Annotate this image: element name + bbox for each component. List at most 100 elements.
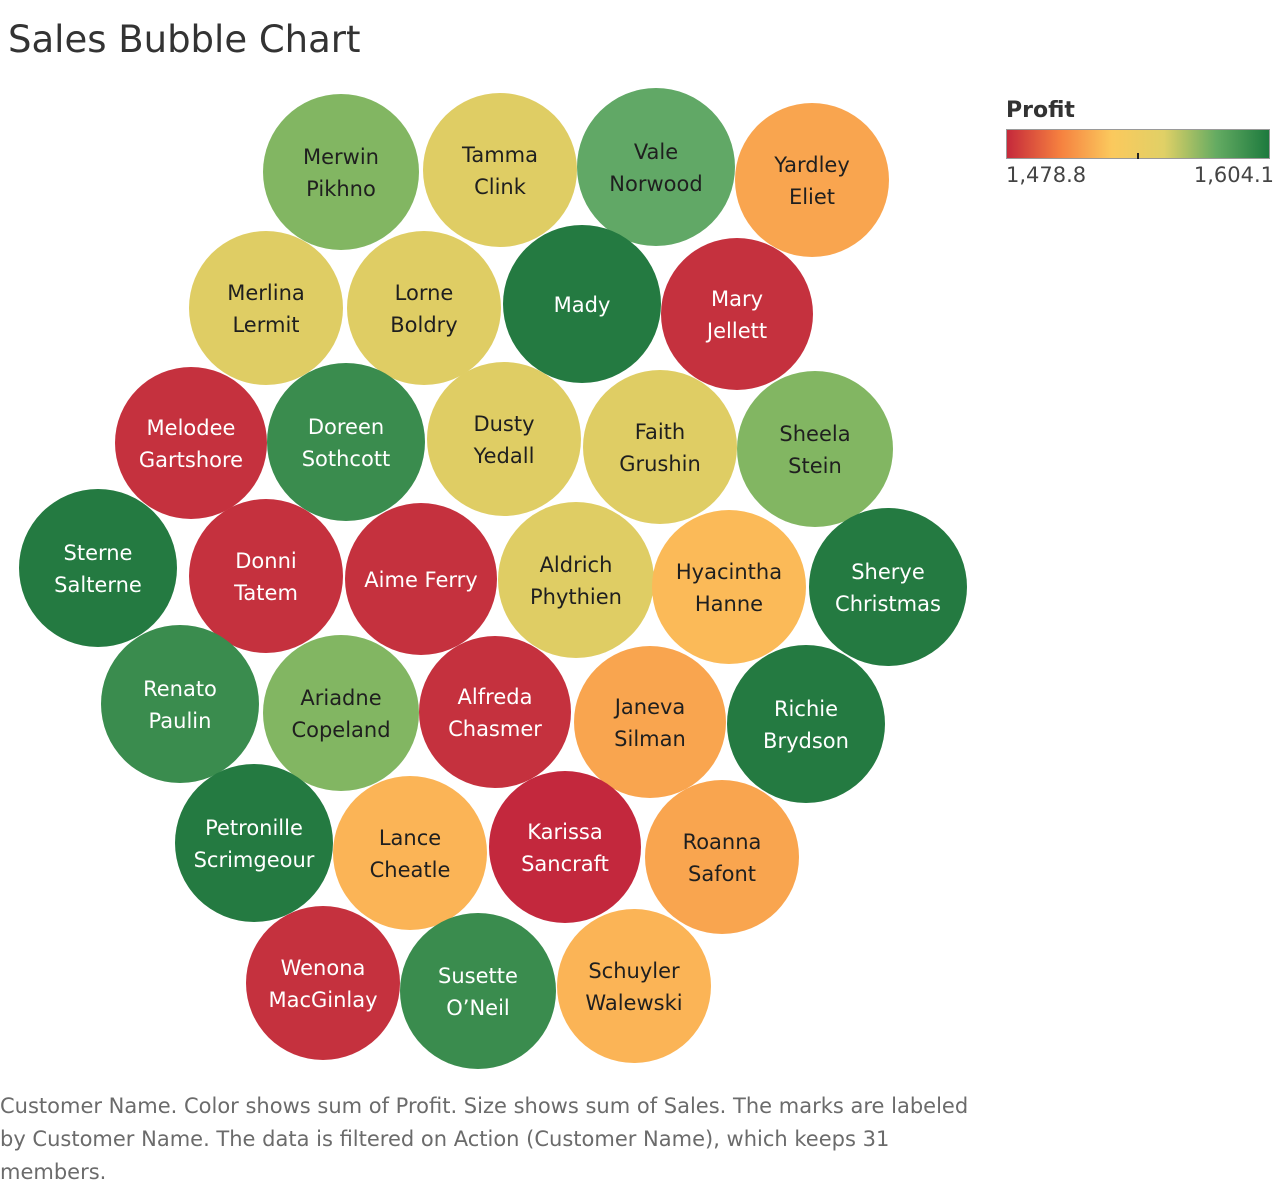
bubble-label: MacGinlay [268, 988, 377, 1012]
legend-title: Profit [1006, 98, 1075, 123]
bubble-circle[interactable] [189, 231, 343, 385]
bubble-circle[interactable] [577, 88, 735, 246]
bubble-label: Lermit [232, 313, 299, 337]
bubble-circle[interactable] [557, 909, 711, 1063]
bubble-label: Yedall [473, 444, 535, 468]
bubble-label: Mady [554, 293, 611, 317]
bubble-schuyler-walewski[interactable]: Schuyler Walewski [557, 909, 711, 1063]
bubble-circle[interactable] [345, 503, 497, 655]
bubble-circle[interactable] [101, 625, 259, 783]
bubble-circle[interactable] [737, 371, 893, 527]
bubble-circle[interactable] [727, 645, 885, 803]
bubble-label: Wenona [281, 956, 366, 980]
bubble-vale-norwood[interactable]: Vale Norwood [577, 88, 735, 246]
bubble-aldrich-phythien[interactable]: Aldrich Phythien [498, 502, 654, 658]
bubble-ariadne-copeland[interactable]: Ariadne Copeland [263, 635, 419, 791]
legend-midpoint-tick [1137, 153, 1139, 159]
bubble-label: Lorne [395, 281, 454, 305]
legend-values: 1,478.8 1,604.1 [1006, 163, 1274, 187]
bubble-melodee-gartshore[interactable]: Melodee Gartshore [115, 367, 267, 519]
bubble-label: Brydson [763, 729, 849, 753]
bubble-label: Jellett [705, 319, 767, 343]
bubble-chart: Merwin Pikhno Tamma Clink Vale Norwood Yardley… [19, 88, 967, 1069]
bubble-circle[interactable] [333, 776, 487, 930]
bubble-circle[interactable] [419, 636, 571, 788]
bubble-petronille-scrimgeour[interactable]: Petronille Scrimgeour [175, 764, 333, 922]
bubble-label: Donni [235, 549, 296, 573]
bubble-circle[interactable] [809, 508, 967, 666]
bubble-lorne-boldry[interactable]: Lorne Boldry [347, 231, 501, 385]
bubble-circle[interactable] [645, 780, 799, 934]
bubble-roanna-safont[interactable]: Roanna Safont [645, 780, 799, 934]
bubble-label: Scrimgeour [194, 848, 315, 872]
bubble-yardley-eliet[interactable]: Yardley Eliet [735, 103, 889, 257]
bubble-circle[interactable] [263, 635, 419, 791]
bubble-circle[interactable] [652, 510, 806, 664]
bubble-label: Faith [635, 420, 685, 444]
bubble-merlina-lermit[interactable]: Merlina Lermit [189, 231, 343, 385]
bubble-circle[interactable] [427, 362, 581, 516]
bubble-label: Paulin [149, 709, 212, 733]
legend-color-ramp [1006, 129, 1270, 159]
bubble-circle[interactable] [574, 646, 726, 798]
bubble-label: Aldrich [540, 553, 613, 577]
bubble-label: Tamma [461, 143, 538, 167]
bubble-circle[interactable] [347, 231, 501, 385]
bubble-label: Salterne [54, 573, 142, 597]
bubble-aime-ferry[interactable]: Aime Ferry [345, 503, 497, 655]
bubble-sheela-stein[interactable]: Sheela Stein [737, 371, 893, 527]
bubble-label: Norwood [609, 172, 702, 196]
bubble-label: Schuyler [588, 959, 680, 983]
bubble-richie-brydson[interactable]: Richie Brydson [727, 645, 885, 803]
bubble-susette-o-neil[interactable]: Susette O’Neil [400, 913, 556, 1069]
bubble-sterne-salterne[interactable]: Sterne Salterne [19, 489, 177, 647]
bubble-circle[interactable] [19, 489, 177, 647]
bubble-label: Phythien [530, 585, 622, 609]
legend-min-label: 1,478.8 [1006, 163, 1087, 187]
bubble-label: Mary [711, 287, 763, 311]
bubble-label: Susette [438, 964, 518, 988]
bubble-faith-grushin[interactable]: Faith Grushin [583, 370, 737, 524]
bubble-label: Walewski [585, 991, 682, 1015]
bubble-label: Sterne [64, 541, 133, 565]
bubble-donni-tatem[interactable]: Donni Tatem [189, 499, 343, 653]
bubble-hyacintha-hanne[interactable]: Hyacintha Hanne [652, 510, 806, 664]
bubble-circle[interactable] [267, 363, 425, 521]
bubble-janeva-silman[interactable]: Janeva Silman [574, 646, 726, 798]
bubble-circle[interactable] [115, 367, 267, 519]
bubble-merwin-pikhno[interactable]: Merwin Pikhno [263, 94, 419, 250]
bubble-label: Copeland [291, 718, 390, 742]
bubble-label: Grushin [619, 452, 701, 476]
bubble-circle[interactable] [503, 225, 661, 383]
bubble-doreen-sothcott[interactable]: Doreen Sothcott [267, 363, 425, 521]
bubble-sherye-christmas[interactable]: Sherye Christmas [809, 508, 967, 666]
bubble-circle[interactable] [263, 94, 419, 250]
bubble-circle[interactable] [246, 906, 400, 1060]
bubble-circle[interactable] [175, 764, 333, 922]
bubble-circle[interactable] [489, 771, 641, 923]
bubble-label: Dusty [473, 412, 534, 436]
bubble-lance-cheatle[interactable]: Lance Cheatle [333, 776, 487, 930]
bubble-renato-paulin[interactable]: Renato Paulin [101, 625, 259, 783]
bubble-wenona-macginlay[interactable]: Wenona MacGinlay [246, 906, 400, 1060]
bubble-tamma-clink[interactable]: Tamma Clink [423, 93, 577, 247]
bubble-label: Gartshore [139, 448, 243, 472]
bubble-circle[interactable] [498, 502, 654, 658]
bubble-circle[interactable] [583, 370, 737, 524]
bubble-dusty-yedall[interactable]: Dusty Yedall [427, 362, 581, 516]
bubble-circle[interactable] [423, 93, 577, 247]
bubble-mary-jellett[interactable]: Mary Jellett [661, 238, 813, 390]
bubble-circle[interactable] [400, 913, 556, 1069]
bubble-circle[interactable] [189, 499, 343, 653]
bubble-alfreda-chasmer[interactable]: Alfreda Chasmer [419, 636, 571, 788]
bubble-mady[interactable]: Mady [503, 225, 661, 383]
bubble-circle[interactable] [735, 103, 889, 257]
bubble-label: Stein [788, 454, 842, 478]
bubble-label: Merlina [227, 281, 305, 305]
bubble-label: Doreen [308, 415, 384, 439]
bubble-circle[interactable] [661, 238, 813, 390]
bubble-label: Alfreda [458, 685, 533, 709]
bubble-label: Sherye [851, 560, 925, 584]
legend-max-label: 1,604.1 [1193, 163, 1274, 187]
bubble-karissa-sancraft[interactable]: Karissa Sancraft [489, 771, 641, 923]
